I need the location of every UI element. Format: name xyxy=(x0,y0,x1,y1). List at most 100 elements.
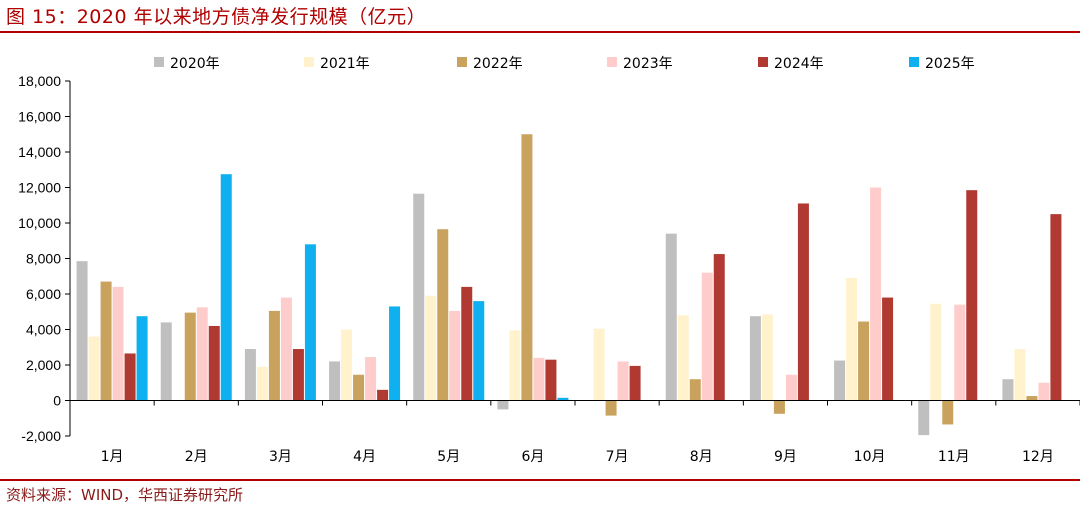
bar-2024年-4月 xyxy=(377,389,389,401)
x-axis: 1月 2月 3月 4月 5月 6月 7月 8月 9月 10月 11月 12月 xyxy=(69,400,1080,465)
legend-swatch xyxy=(154,57,164,67)
bar-2023年-11月 xyxy=(954,304,966,401)
bar-2025年-2月 xyxy=(220,174,232,401)
bar-2024年-9月 xyxy=(797,203,809,401)
bar-2025年-1月 xyxy=(136,316,148,401)
bar-2022年-9月 xyxy=(773,400,785,414)
x-tick-label: 12月 xyxy=(1022,449,1054,465)
legend: 2020年 2021年 2022年 2023年 2024年 2025年 xyxy=(154,56,975,72)
bar-2023年-4月 xyxy=(365,357,377,401)
legend-swatch xyxy=(909,57,919,67)
bar-2022年-12月 xyxy=(1026,396,1038,401)
x-tick-label: 3月 xyxy=(269,449,292,465)
bar-2020年-3月 xyxy=(244,349,256,401)
bar-2022年-5月 xyxy=(437,229,449,401)
bar-2021年-8月 xyxy=(677,315,689,401)
y-tick-label: -2,000 xyxy=(21,428,61,444)
y-tick-label: 6,000 xyxy=(26,286,61,302)
bar-2022年-10月 xyxy=(858,321,870,401)
legend-label: 2023年 xyxy=(623,56,673,72)
bar-2024年-8月 xyxy=(713,254,725,401)
y-tick-label: 8,000 xyxy=(26,251,61,267)
bar-2024年-3月 xyxy=(292,349,304,401)
bar-2020年-12月 xyxy=(1002,379,1014,401)
legend-label: 2024年 xyxy=(774,56,824,72)
bar-2023年-5月 xyxy=(449,310,461,401)
bar-2022年-8月 xyxy=(689,379,701,401)
bar-2023年-8月 xyxy=(701,272,713,401)
legend-swatch xyxy=(758,57,768,67)
bar-2021年-7月 xyxy=(593,328,605,401)
bar-2023年-10月 xyxy=(870,187,882,401)
x-tick-label: 1月 xyxy=(101,449,124,465)
y-tick-label: 12,000 xyxy=(18,180,61,196)
bar-2024年-2月 xyxy=(208,325,220,401)
y-tick-label: 10,000 xyxy=(18,215,61,231)
bar-2020年-8月 xyxy=(665,233,677,401)
source-rule xyxy=(0,479,1080,481)
bar-2021年-10月 xyxy=(846,278,858,401)
bar-2021年-1月 xyxy=(88,336,100,401)
bar-chart: 2020年 2021年 2022年 2023年 2024年 2025年 -2,000 0 2,… xyxy=(18,56,1080,465)
legend-label: 2020年 xyxy=(170,56,220,72)
bar-2021年-12月 xyxy=(1014,349,1026,401)
bar-2024年-10月 xyxy=(882,297,894,401)
bar-2020年-11月 xyxy=(918,400,930,436)
bar-2025年-6月 xyxy=(557,397,569,401)
bar-2024年-6月 xyxy=(545,359,557,401)
bar-2024年-11月 xyxy=(966,190,978,401)
bar-2021年-11月 xyxy=(930,303,942,401)
bar-2022年-4月 xyxy=(353,374,365,401)
bar-2021年-4月 xyxy=(341,329,353,401)
bar-2020年-6月 xyxy=(497,400,509,410)
y-tick-label: 0 xyxy=(53,393,61,409)
bars xyxy=(76,134,1062,436)
bar-2023年-3月 xyxy=(280,297,292,401)
bar-2023年-9月 xyxy=(785,374,797,401)
legend-swatch xyxy=(607,57,617,67)
y-axis: -2,000 0 2,000 4,000 6,000 8,000 10,000 12,000 1… xyxy=(18,73,71,444)
bar-2023年-1月 xyxy=(112,286,124,401)
bar-2022年-11月 xyxy=(942,400,954,425)
x-tick-label: 9月 xyxy=(774,449,797,465)
bar-2020年-1月 xyxy=(76,261,88,401)
bar-2022年-6月 xyxy=(521,134,533,401)
legend-swatch xyxy=(457,57,467,67)
title-rule xyxy=(0,31,1080,33)
bar-2021年-9月 xyxy=(761,314,773,401)
y-tick-label: 4,000 xyxy=(26,322,61,338)
bar-2024年-12月 xyxy=(1050,214,1062,401)
x-tick-label: 7月 xyxy=(606,449,629,465)
legend-label: 2021年 xyxy=(320,56,370,72)
bar-2021年-5月 xyxy=(425,295,437,401)
legend-label: 2025年 xyxy=(925,56,975,72)
figure-title: 图 15：2020 年以来地方债净发行规模（亿元） xyxy=(6,6,427,28)
bar-2020年-9月 xyxy=(749,316,761,401)
x-tick-label: 8月 xyxy=(690,449,713,465)
x-tick-label: 11月 xyxy=(938,449,970,465)
bar-2020年-5月 xyxy=(413,193,425,401)
bar-2022年-2月 xyxy=(184,312,196,401)
bar-2021年-3月 xyxy=(256,366,268,401)
bar-2024年-5月 xyxy=(461,286,473,401)
legend-swatch xyxy=(304,57,314,67)
source-note: 资料来源：WIND，华西证券研究所 xyxy=(6,486,244,504)
y-tick-label: 14,000 xyxy=(18,144,61,160)
bar-2024年-7月 xyxy=(629,365,641,401)
y-tick-label: 18,000 xyxy=(18,73,61,89)
bar-2023年-6月 xyxy=(533,357,545,401)
x-tick-label: 6月 xyxy=(521,449,544,465)
bar-2025年-5月 xyxy=(473,301,485,401)
legend-label: 2022年 xyxy=(473,56,523,72)
x-tick-label: 2月 xyxy=(185,449,208,465)
bar-2020年-4月 xyxy=(329,361,341,401)
bar-2023年-2月 xyxy=(196,307,208,401)
bar-2020年-2月 xyxy=(160,322,172,401)
bar-2024年-1月 xyxy=(124,353,136,401)
bar-2022年-3月 xyxy=(268,310,280,401)
bar-2025年-3月 xyxy=(304,244,316,401)
bar-2025年-4月 xyxy=(389,306,401,401)
bar-2023年-7月 xyxy=(617,361,629,401)
x-tick-label: 10月 xyxy=(854,449,886,465)
y-tick-label: 16,000 xyxy=(18,109,61,125)
